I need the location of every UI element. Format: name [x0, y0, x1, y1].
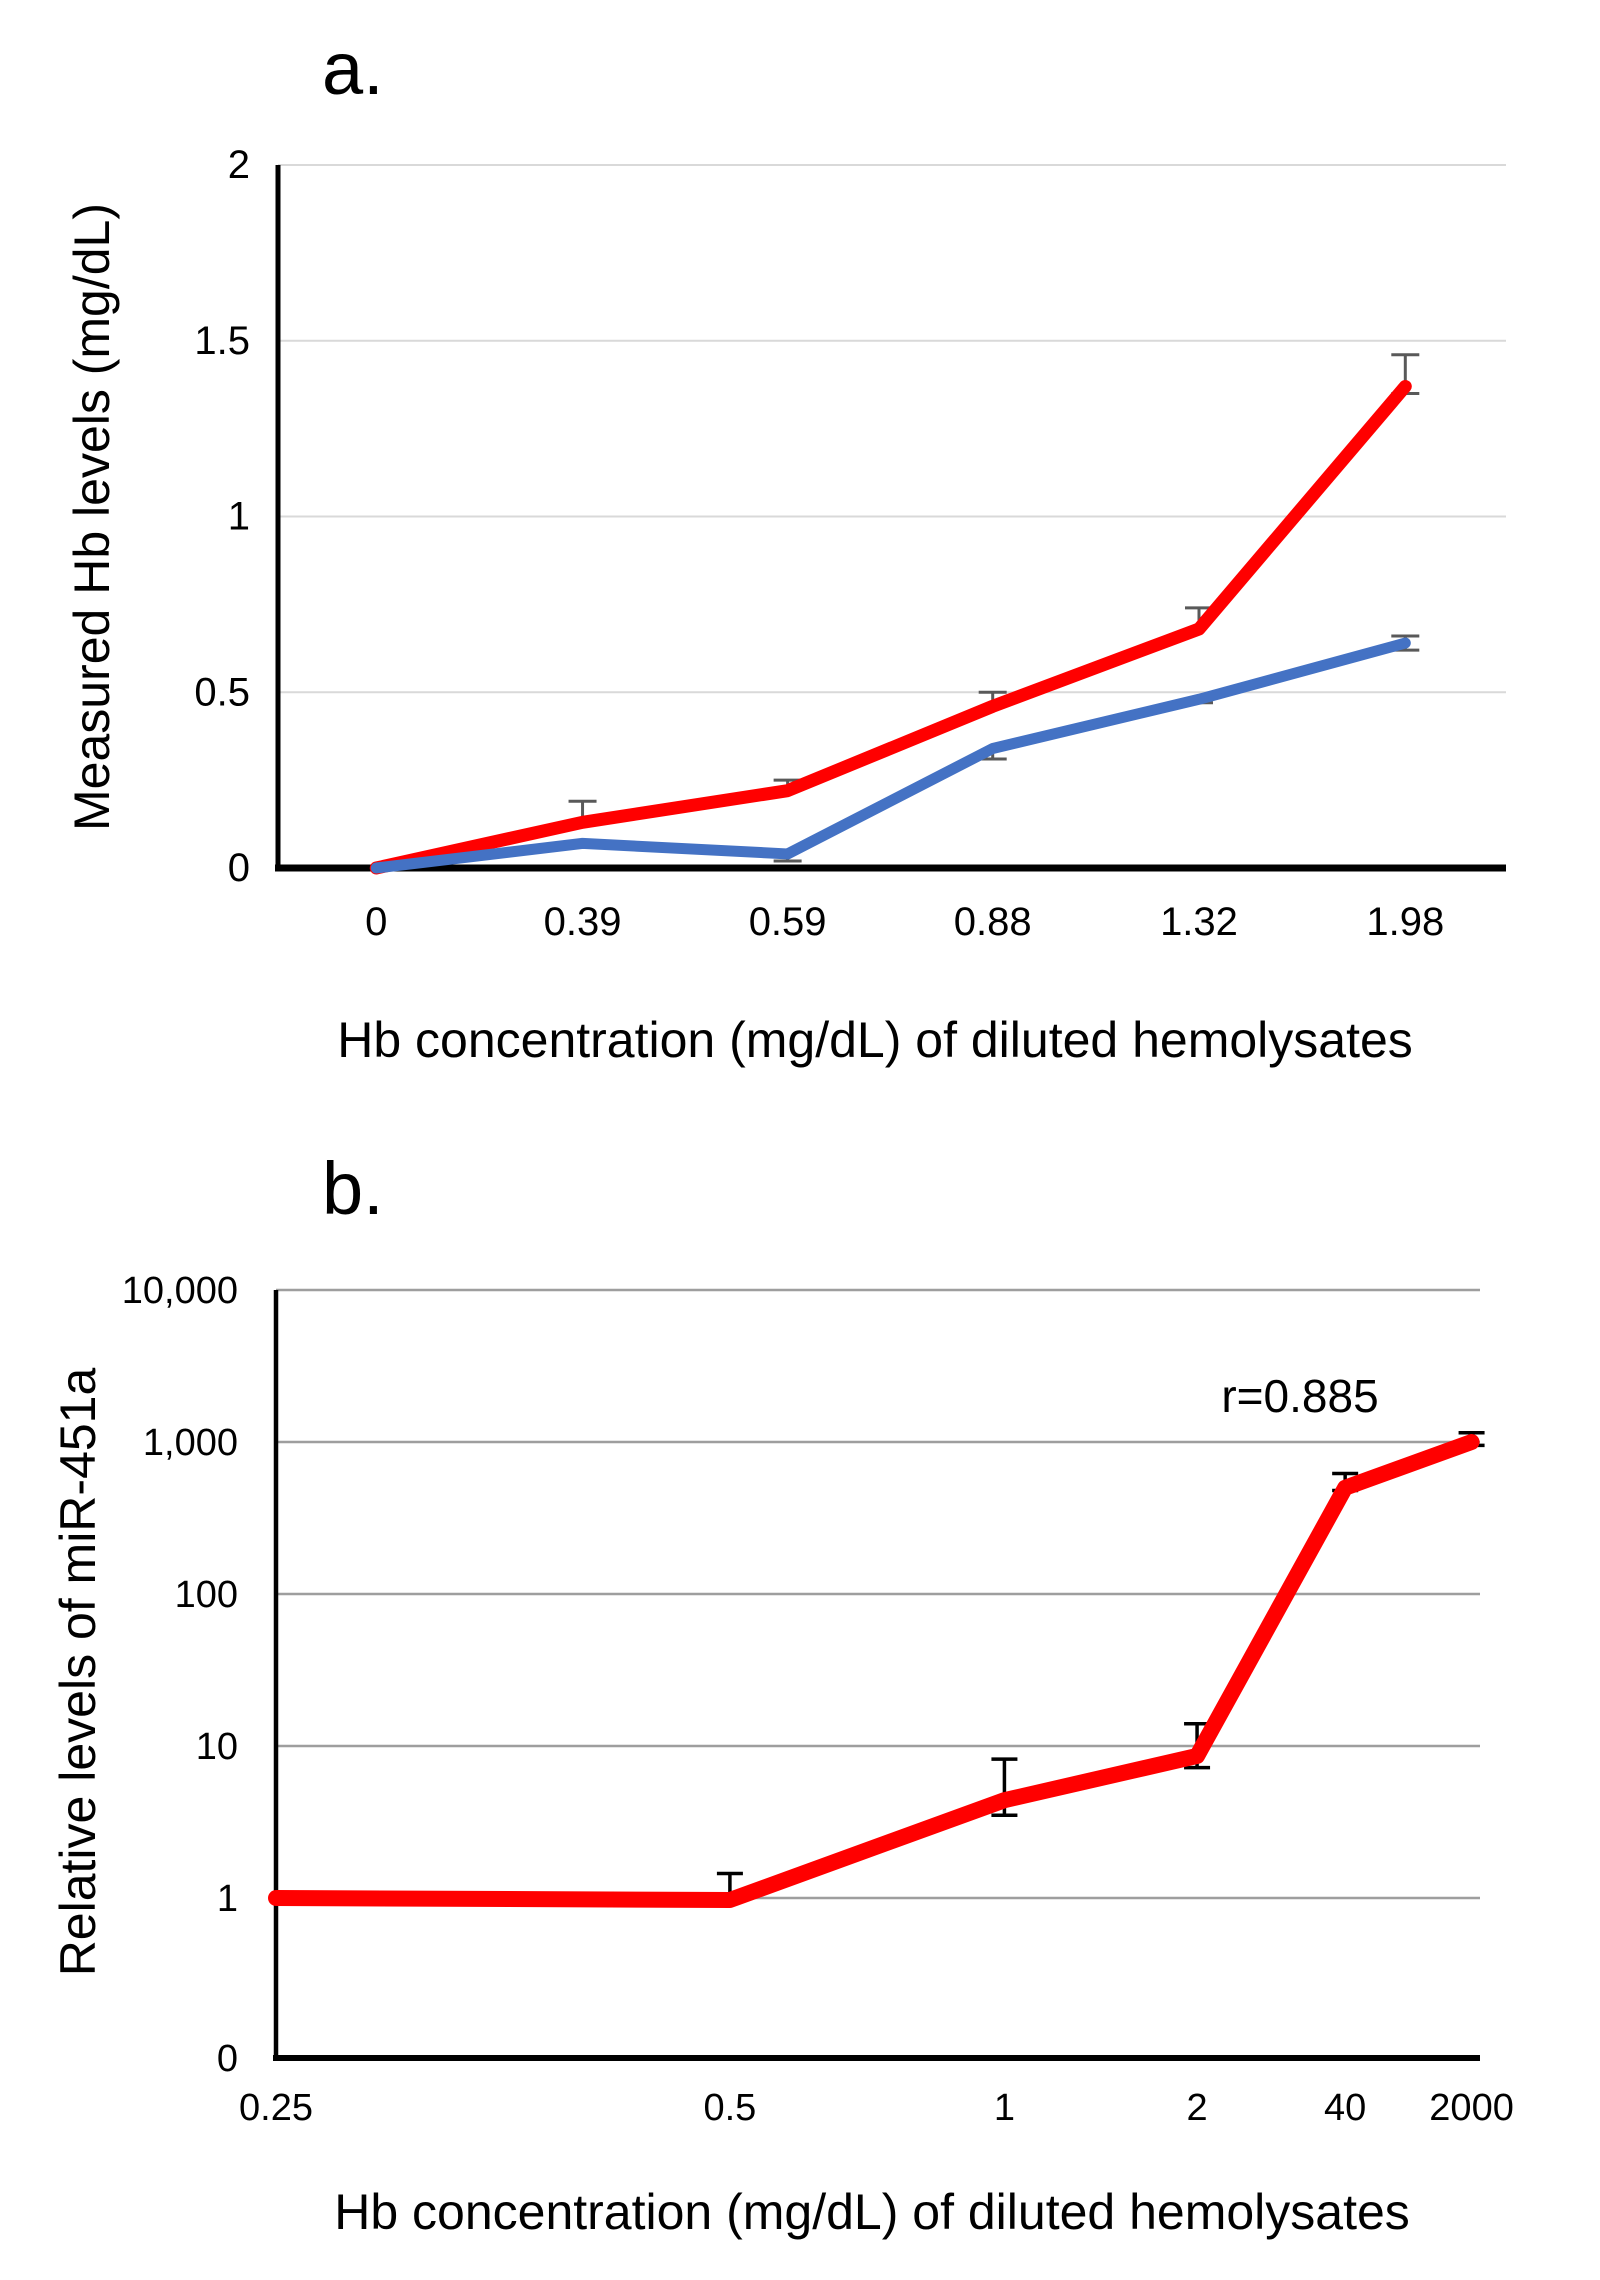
y-tick-label: 1	[228, 495, 250, 539]
y-tick-label: 10,000	[122, 1270, 238, 1312]
panel-a-label: a.	[322, 27, 384, 110]
y-tick-label: 0.5	[194, 670, 250, 714]
chart-b-y-axis-title: Relative levels of miR-451a	[50, 1367, 106, 1977]
series-red-line	[369, 379, 1412, 875]
x-tick-label: 0.59	[749, 900, 827, 944]
x-tick-label: 0	[365, 900, 387, 944]
chart-a-x-axis-title: Hb concentration (mg/dL) of diluted hemo…	[337, 1012, 1413, 1068]
x-tick-label: 1.98	[1366, 900, 1444, 944]
y-tick-label: 2	[228, 143, 250, 187]
y-tick-label: 1	[217, 1878, 238, 1920]
x-tick-label: 0.5	[703, 2087, 756, 2129]
series-red-line	[268, 1434, 1480, 1909]
x-tick-label: 1	[994, 2087, 1015, 2129]
y-tick-label: 100	[175, 1574, 238, 1616]
x-tick-label: 0.88	[954, 900, 1032, 944]
y-tick-label: 1,000	[143, 1422, 238, 1464]
series-blue-line	[370, 637, 1411, 874]
panel-b-label: b.	[322, 1147, 384, 1230]
x-tick-label: 40	[1324, 2087, 1366, 2129]
x-tick-label: 0.39	[544, 900, 622, 944]
x-tick-label: 0.25	[239, 2087, 313, 2129]
x-tick-label: 2000	[1429, 2087, 1514, 2129]
chart-b-x-axis-title: Hb concentration (mg/dL) of diluted hemo…	[334, 2184, 1410, 2240]
y-tick-label: 0	[228, 846, 250, 890]
correlation-annotation: r=0.885	[1221, 1370, 1379, 1422]
x-tick-label: 1.32	[1160, 900, 1238, 944]
y-tick-label: 1.5	[194, 319, 250, 363]
y-tick-label: 0	[217, 2038, 238, 2080]
x-tick-label: 2	[1186, 2087, 1207, 2129]
y-tick-label: 10	[196, 1726, 238, 1768]
chart-a-y-axis-title: Measured Hb levels (mg/dL)	[64, 202, 120, 832]
